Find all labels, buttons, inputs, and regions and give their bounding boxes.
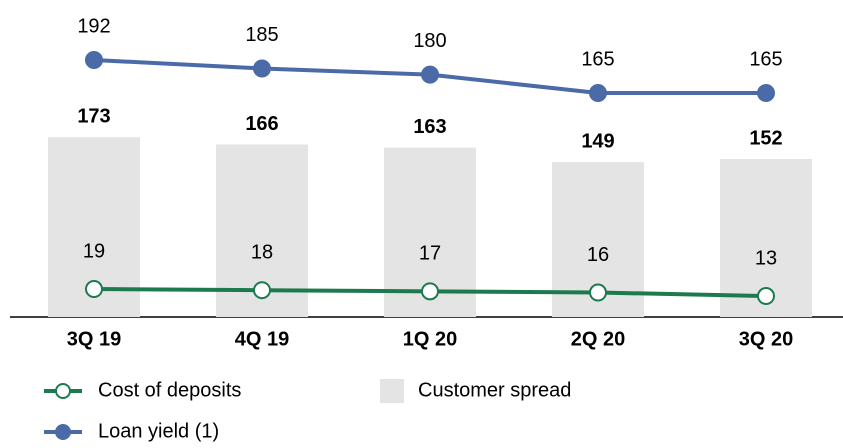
marker [589, 84, 607, 103]
bar-label: 149 [581, 130, 614, 152]
bar-label: 166 [245, 113, 278, 135]
marker [253, 59, 271, 78]
legend-label: Loan yield (1) [98, 420, 219, 442]
marker [589, 283, 607, 302]
marker [757, 287, 775, 306]
legend-marker [55, 383, 71, 399]
marker [757, 84, 775, 103]
x-tick-label: 3Q 20 [739, 328, 793, 350]
line-label: 18 [251, 241, 273, 263]
bar-label: 173 [77, 105, 110, 127]
marker [85, 280, 103, 299]
line-label: 17 [419, 243, 441, 265]
line-label: 19 [83, 240, 105, 262]
line-label: 185 [245, 24, 278, 46]
x-tick-label: 1Q 20 [403, 328, 457, 350]
x-tick-label: 3Q 19 [67, 328, 121, 350]
legend-label: Cost of deposits [98, 379, 241, 401]
legend-marker [55, 424, 71, 440]
bar-label: 152 [749, 127, 782, 149]
x-tick-label: 4Q 19 [235, 328, 289, 350]
marker [421, 65, 439, 84]
line-label: 192 [77, 15, 110, 37]
line-label: 180 [413, 30, 446, 52]
marker [85, 50, 103, 69]
line-label: 165 [581, 48, 614, 70]
marker [253, 281, 271, 300]
marker [421, 282, 439, 301]
legend-label: Customer spread [418, 379, 571, 401]
line-label: 13 [755, 247, 777, 269]
line-label: 16 [587, 244, 609, 266]
x-tick-label: 2Q 20 [571, 328, 625, 350]
legend-swatch [380, 379, 404, 403]
bar-label: 163 [413, 116, 446, 138]
line-label: 165 [749, 48, 782, 70]
